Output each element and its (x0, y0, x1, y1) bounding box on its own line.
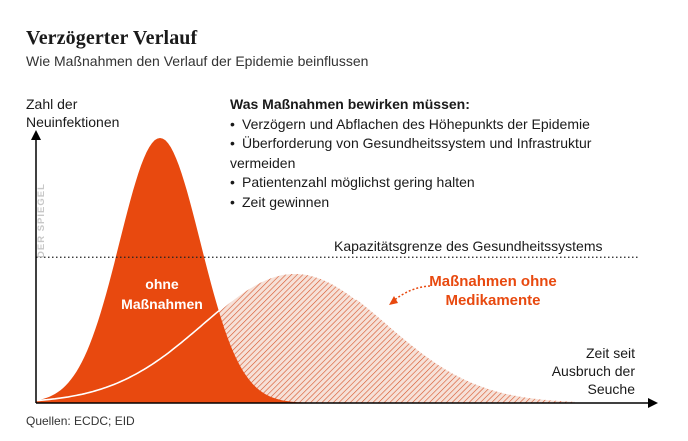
source-note: Quellen: ECDC; EID (26, 414, 135, 428)
annotation-arrow-line (391, 285, 431, 303)
page-title: Verzögerter Verlauf (26, 27, 198, 49)
x-axis-label: Zeit seit Ausbruch der Seuche (551, 345, 635, 397)
annotation-ohne-massnahmen: ohne Maßnahmen (121, 276, 203, 312)
y-axis-arrow (31, 130, 41, 140)
annotation-massnahmen-ohne-medikamente: Maßnahmen ohne Medikamente (429, 273, 557, 309)
measures-item-text: Zeit gewinnen (242, 193, 330, 210)
measures-item: • Überforderung von Gesundheitssystem und… (230, 135, 592, 171)
annotation-arrow-head (389, 296, 398, 305)
measures-item: • Verzögern und Abflachen des Höhepunkts … (230, 115, 590, 132)
measures-item-text: Patientenzahl möglichst gering halten (242, 174, 475, 190)
measures-item-text: Verzögern und Abflachen des Höhepunkts d… (242, 115, 590, 132)
measures-box: Was Maßnahmen bewirken müssen: • Verzöger… (230, 95, 660, 212)
capacity-label: Kapazitätsgrenze des Gesundheitssystems (334, 238, 603, 254)
x-axis-arrow (648, 398, 658, 408)
series-ohne-massnahmen-area (36, 138, 575, 403)
measures-heading: Was Maßnahmen bewirken müssen: (230, 96, 470, 112)
page-subtitle: Wie Maßnahmen den Verlauf der Epidemie b… (26, 53, 369, 69)
series-massnahmen-line-over (35, 272, 358, 402)
measures-item: • Patientenzahl möglichst gering halten (230, 174, 475, 190)
watermark-logo: DER SPIEGEL (36, 183, 47, 258)
measures-item: • Zeit gewinnen (230, 193, 330, 210)
measures-item-text: Überforderung von Gesundheitssystem und … (230, 135, 592, 171)
watermark-text: DER SPIEGEL (36, 183, 47, 258)
measures-list: • Verzögern und Abflachen des Höhepunkts … (230, 115, 660, 213)
y-axis-label: Zahl der Neuinfektionen (26, 96, 120, 130)
